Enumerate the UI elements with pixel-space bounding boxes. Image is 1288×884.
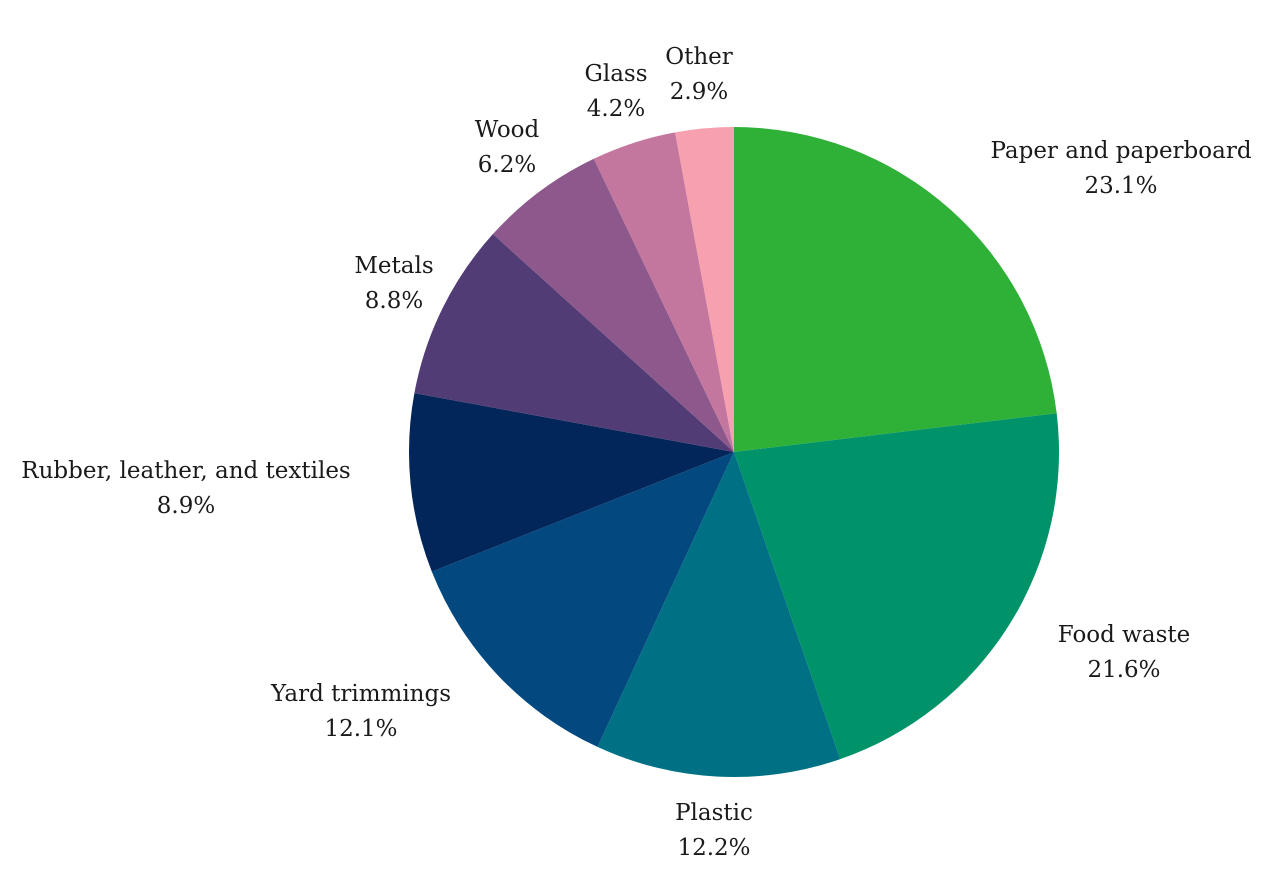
- pie-slice-metals: [414, 234, 734, 452]
- slice-value-paper-and-paperboard: 23.1%: [1084, 173, 1157, 199]
- slice-value-metals: 8.8%: [365, 288, 423, 314]
- slice-value-other: 2.9%: [670, 79, 728, 105]
- pie-slice-plastic: [597, 452, 841, 778]
- slice-value-rubber-leather-and-textiles: 8.9%: [157, 493, 215, 519]
- pie-slices: [408, 126, 1060, 778]
- slice-value-plastic: 12.2%: [677, 835, 750, 861]
- slice-label-yard-trimmings: Yard trimmings: [270, 681, 451, 707]
- slice-label-food-waste: Food waste: [1058, 622, 1191, 648]
- slice-label-wood: Wood: [475, 117, 540, 143]
- slice-label-glass: Glass: [584, 61, 647, 87]
- slice-value-wood: 6.2%: [478, 152, 536, 178]
- pie-slice-wood: [492, 158, 734, 452]
- slice-label-metals: Metals: [354, 253, 433, 279]
- pie-slice-rubber-leather-and-textiles: [408, 393, 734, 572]
- slice-labels: Paper and paperboard 23.1% Food waste 21.6%…: [21, 44, 1252, 861]
- slice-label-rubber-leather-and-textiles: Rubber, leather, and textiles: [21, 458, 350, 484]
- pie-slice-other: [675, 127, 734, 452]
- slice-label-other: Other: [665, 44, 733, 70]
- slice-value-glass: 4.2%: [587, 96, 645, 122]
- slice-label-plastic: Plastic: [675, 800, 753, 826]
- pie-slice-yard-trimmings: [431, 452, 734, 747]
- pie-slice-glass: [593, 132, 734, 452]
- slice-value-food-waste: 21.6%: [1087, 657, 1160, 683]
- slice-value-yard-trimmings: 12.1%: [324, 716, 397, 742]
- pie-slice-paper-and-paperboard: [734, 126, 1057, 452]
- slice-label-paper-and-paperboard: Paper and paperboard: [990, 138, 1251, 164]
- pie-slice-food-waste: [734, 413, 1060, 760]
